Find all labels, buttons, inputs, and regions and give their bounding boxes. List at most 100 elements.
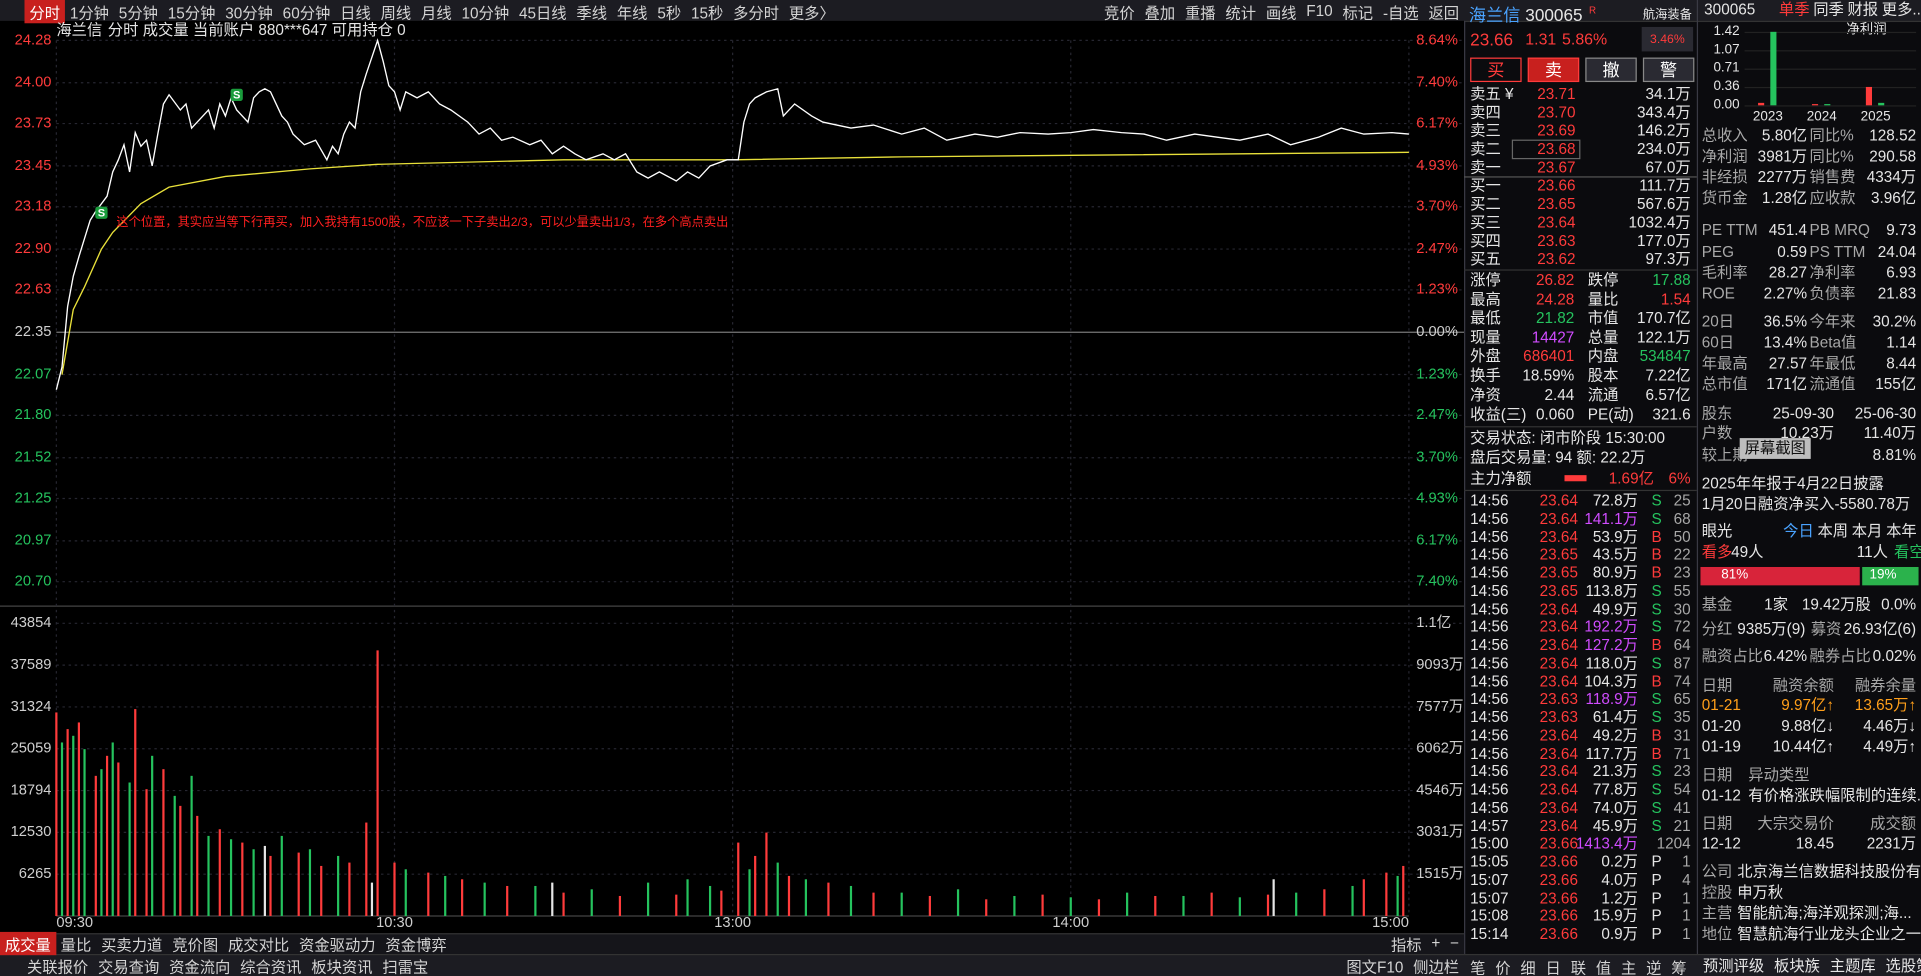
tab[interactable]: 5分钟	[118, 4, 158, 22]
panel-tab[interactable]: 笔	[1470, 959, 1486, 976]
tool[interactable]: 指标	[1390, 936, 1422, 954]
indicator-tab[interactable]: 资金驱动力	[299, 936, 376, 954]
tab[interactable]: 周线	[380, 4, 412, 22]
tab[interactable]: 60分钟	[282, 4, 331, 22]
tab[interactable]: 更多〉	[788, 4, 835, 22]
tab[interactable]: 年线	[616, 4, 648, 22]
trade-button[interactable]: 卖	[1527, 57, 1580, 83]
indicator-tab[interactable]: 买卖力道	[101, 936, 163, 954]
tab[interactable]: F10	[1306, 2, 1333, 20]
side-tab[interactable]: 更多..	[1881, 0, 1921, 19]
grid-line	[1744, 31, 1917, 34]
tab[interactable]: 30分钟	[225, 4, 273, 22]
indicator-tab[interactable]: 成交对比	[227, 936, 290, 954]
link[interactable]: 主题库	[1829, 957, 1876, 975]
volume-bar	[1351, 885, 1354, 916]
volume-bar	[207, 835, 210, 916]
pct-tick-label: 7.40%	[1416, 574, 1458, 590]
tab[interactable]: 月线	[421, 4, 452, 22]
tab[interactable]: 标记	[1342, 4, 1374, 22]
trade: 23.64	[1539, 817, 1578, 835]
bid: 1032.4万	[1628, 213, 1691, 232]
tab[interactable]: 日线	[340, 4, 371, 22]
fin: 13.4%	[1763, 334, 1808, 352]
panel-tab[interactable]: 主	[1620, 959, 1637, 976]
vol-amount-label: 1515万	[1416, 866, 1463, 882]
tab[interactable]: 45日线	[518, 4, 567, 22]
trade: S	[1651, 799, 1662, 817]
tab[interactable]: 统计	[1225, 4, 1257, 22]
tab[interactable]: 10分钟	[461, 4, 510, 22]
link[interactable]: 扫雷宝	[382, 958, 429, 976]
panel-tab[interactable]: 价	[1495, 959, 1511, 976]
margin: 9.97亿↑	[1781, 696, 1835, 714]
link[interactable]: 预测评级	[1702, 957, 1765, 975]
period[interactable]: 今日	[1783, 522, 1814, 540]
stat: 686401	[1523, 347, 1575, 365]
tab[interactable]: -自选	[1382, 4, 1419, 22]
holder: 户数	[1701, 424, 1733, 442]
link[interactable]: 交易查询	[98, 958, 160, 976]
link[interactable]: 综合资讯	[240, 958, 302, 976]
panel-tab[interactable]: 逆	[1646, 959, 1662, 976]
period[interactable]: 本周	[1817, 522, 1849, 540]
link[interactable]: 选股策略	[1885, 957, 1921, 975]
profile: 申万秋	[1737, 883, 1784, 901]
volume-bar	[737, 842, 740, 916]
panel-tab[interactable]: 值	[1595, 959, 1612, 976]
tab[interactable]: 1分钟	[69, 4, 109, 22]
change: 1.31	[1525, 30, 1557, 49]
bid: 买五	[1470, 250, 1501, 268]
trade: 23.65	[1539, 546, 1578, 564]
panel-tab[interactable]: 日	[1545, 959, 1561, 976]
tab[interactable]: 返回	[1428, 4, 1460, 22]
trade-button[interactable]: 警	[1642, 57, 1695, 83]
tab[interactable]: 15分钟	[167, 4, 216, 22]
side-tab[interactable]: 同季	[1813, 0, 1844, 19]
period[interactable]: 本年	[1886, 522, 1917, 540]
status: 交易状态: 闭市阶段 15:30:00	[1470, 429, 1666, 447]
side-tab[interactable]: 单季	[1778, 0, 1810, 19]
tab[interactable]: 重播	[1184, 4, 1216, 22]
link[interactable]: 板块族	[1774, 957, 1820, 975]
link[interactable]: 关联报价	[26, 958, 89, 976]
tool[interactable]: −	[1450, 934, 1460, 952]
trade: 14:56	[1470, 780, 1509, 799]
volume-bar	[162, 769, 165, 916]
tab[interactable]: 叠加	[1144, 4, 1176, 22]
tab[interactable]: 15秒	[690, 4, 724, 22]
indicator-tab[interactable]: 量比	[60, 936, 92, 954]
stat: 现量	[1470, 329, 1501, 347]
link[interactable]: 资金流向	[169, 958, 231, 976]
bull-count: 49人	[1731, 543, 1764, 561]
trade-button[interactable]: 撤	[1585, 57, 1637, 83]
panel-tab[interactable]: 联	[1570, 959, 1587, 976]
trade: S	[1651, 491, 1662, 510]
tab[interactable]: 多分时	[733, 4, 780, 22]
info: 分时 成交量 当前账户 880***647 可用持仓 0	[107, 21, 406, 39]
tab[interactable]: 5秒	[657, 4, 682, 22]
tab[interactable]: 画线	[1265, 4, 1297, 22]
tool[interactable]: +	[1431, 934, 1441, 952]
indicator-tab[interactable]: 竞价图	[172, 936, 219, 954]
panel-tab[interactable]: 细	[1520, 959, 1536, 976]
price: 23.66	[1470, 29, 1514, 49]
trade-button[interactable]: 买	[1470, 57, 1522, 83]
tool[interactable]: 图文F10	[1346, 958, 1404, 976]
tab[interactable]: 分时	[24, 0, 65, 23]
volume-bar	[618, 895, 622, 916]
tool[interactable]: 侧边栏	[1413, 958, 1460, 976]
panel-tab[interactable]: 筹	[1671, 959, 1687, 976]
indicator-tab[interactable]: 成交量	[0, 931, 56, 955]
period[interactable]: 本月	[1851, 522, 1883, 540]
tab[interactable]: 季线	[576, 4, 608, 22]
trade: 30	[1673, 600, 1691, 618]
indicator-tab[interactable]: 资金博弈	[385, 936, 447, 954]
trade: 1.2万	[1601, 889, 1638, 907]
fin: 总收入	[1701, 127, 1748, 145]
side-tab[interactable]: 财报	[1847, 0, 1879, 19]
stat: 量比	[1587, 291, 1619, 309]
link[interactable]: 板块资讯	[311, 958, 373, 976]
divider	[1464, 269, 1697, 271]
tab[interactable]: 竞价	[1104, 4, 1135, 22]
